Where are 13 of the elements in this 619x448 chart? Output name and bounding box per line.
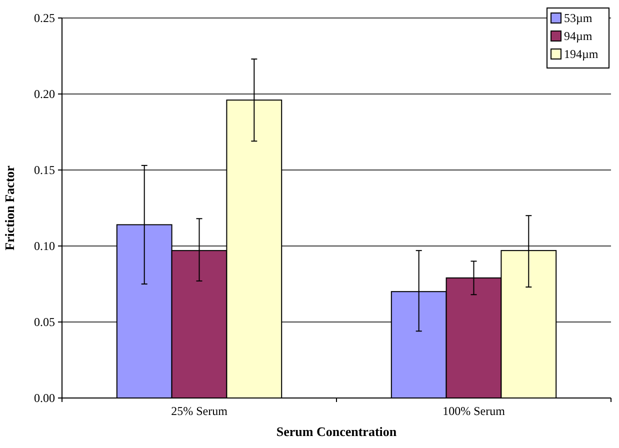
y-tick-label: 0.15	[34, 163, 55, 178]
legend-label: 53µm	[564, 11, 593, 25]
y-tick-label: 0.05	[34, 315, 55, 330]
y-tick-label: 0.10	[34, 239, 55, 254]
legend-label: 94µm	[564, 29, 593, 43]
x-tick-label: 100% Serum	[442, 404, 506, 418]
y-tick-label: 0.00	[34, 391, 55, 406]
legend-label: 194µm	[564, 47, 599, 61]
y-axis-title: Friction Factor	[2, 165, 17, 250]
x-tick-label: 25% Serum	[171, 404, 228, 418]
y-tick-label: 0.25	[34, 11, 55, 26]
x-axis-title: Serum Concentration	[276, 424, 398, 439]
y-tick-label: 0.20	[34, 87, 55, 102]
